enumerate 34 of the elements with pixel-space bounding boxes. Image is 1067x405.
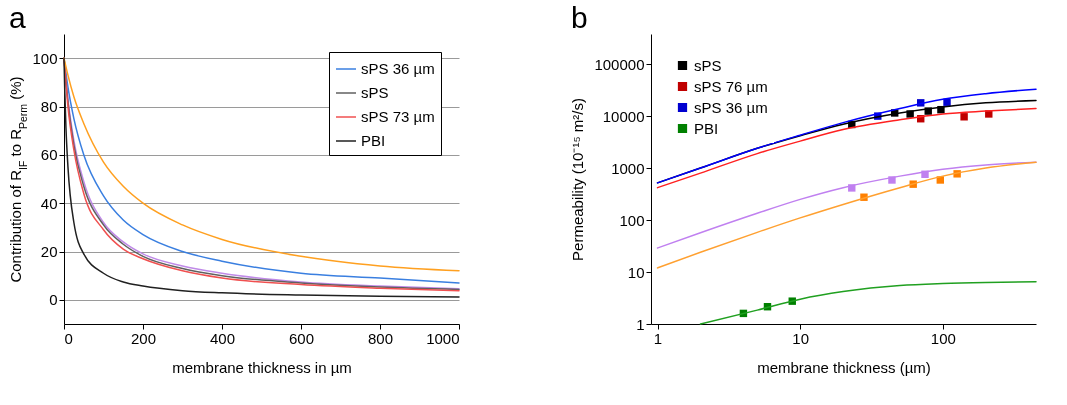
x-tick-label: 1000 — [426, 329, 460, 347]
y-tick-label: 1 — [636, 315, 645, 333]
y-axis-title: Permeability (10⁻¹⁵ m²/s) — [569, 98, 587, 261]
chart-title: a — [8, 1, 26, 34]
x-tick-label: 400 — [209, 329, 236, 347]
y-tick-label: 0 — [49, 291, 58, 309]
y-tick-label: 10000 — [602, 107, 645, 125]
y-tick-label: 80 — [40, 98, 58, 115]
legend-label: sPS 36 µm — [694, 98, 768, 116]
legend-label: sPS — [694, 56, 722, 74]
y-tick-label: 40 — [40, 194, 58, 212]
y-tick-label: 20 — [40, 243, 58, 260]
x-tick-label: 0 — [64, 329, 73, 347]
x-tick-label: 600 — [288, 329, 315, 347]
y-tick-label: 100000 — [594, 55, 645, 73]
x-axis-title: membrane thickness in µm — [172, 358, 352, 376]
legend-label: PBI — [694, 119, 719, 137]
y-tick-label: 60 — [40, 146, 58, 164]
x-tick-label: 200 — [130, 329, 157, 347]
x-tick-label: 800 — [367, 329, 394, 347]
legend-label: PBI — [361, 132, 386, 149]
legend-label: sPS — [361, 84, 389, 101]
chart-title: b — [570, 1, 588, 34]
x-tick-label: 1 — [653, 329, 663, 347]
x-tick-label: 100 — [930, 329, 956, 347]
y-tick-label: 100 — [619, 211, 645, 229]
legend-label: sPS 73 µm — [361, 108, 435, 125]
y-tick-label: 1000 — [611, 159, 645, 177]
y-tick-label: 100 — [32, 49, 58, 67]
x-tick-label: 10 — [792, 329, 810, 347]
legend-label: sPS 76 µm — [694, 77, 768, 95]
x-axis-title: membrane thickness (µm) — [757, 358, 931, 376]
y-tick-label: 10 — [627, 263, 645, 281]
legend-label: sPS 36 µm — [361, 60, 435, 77]
